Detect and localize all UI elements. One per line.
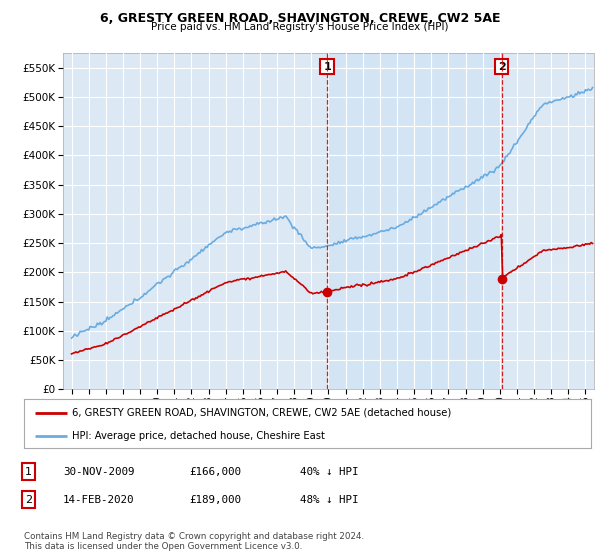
Text: 30-NOV-2009: 30-NOV-2009 bbox=[63, 466, 134, 477]
Text: 2: 2 bbox=[25, 494, 32, 505]
Text: 6, GRESTY GREEN ROAD, SHAVINGTON, CREWE, CW2 5AE (detached house): 6, GRESTY GREEN ROAD, SHAVINGTON, CREWE,… bbox=[72, 408, 451, 418]
Text: 40% ↓ HPI: 40% ↓ HPI bbox=[300, 466, 359, 477]
Text: HPI: Average price, detached house, Cheshire East: HPI: Average price, detached house, Ches… bbox=[72, 431, 325, 441]
Text: Price paid vs. HM Land Registry's House Price Index (HPI): Price paid vs. HM Land Registry's House … bbox=[151, 22, 449, 32]
Text: 1: 1 bbox=[323, 62, 331, 72]
Bar bbox=[327, 53, 502, 389]
Text: Contains HM Land Registry data © Crown copyright and database right 2024.
This d: Contains HM Land Registry data © Crown c… bbox=[24, 531, 364, 551]
Text: 1: 1 bbox=[25, 466, 32, 477]
Text: 2: 2 bbox=[498, 62, 506, 72]
Text: £166,000: £166,000 bbox=[189, 466, 241, 477]
Text: 6, GRESTY GREEN ROAD, SHAVINGTON, CREWE, CW2 5AE: 6, GRESTY GREEN ROAD, SHAVINGTON, CREWE,… bbox=[100, 12, 500, 25]
Text: 48% ↓ HPI: 48% ↓ HPI bbox=[300, 494, 359, 505]
Text: £189,000: £189,000 bbox=[189, 494, 241, 505]
Text: 14-FEB-2020: 14-FEB-2020 bbox=[63, 494, 134, 505]
